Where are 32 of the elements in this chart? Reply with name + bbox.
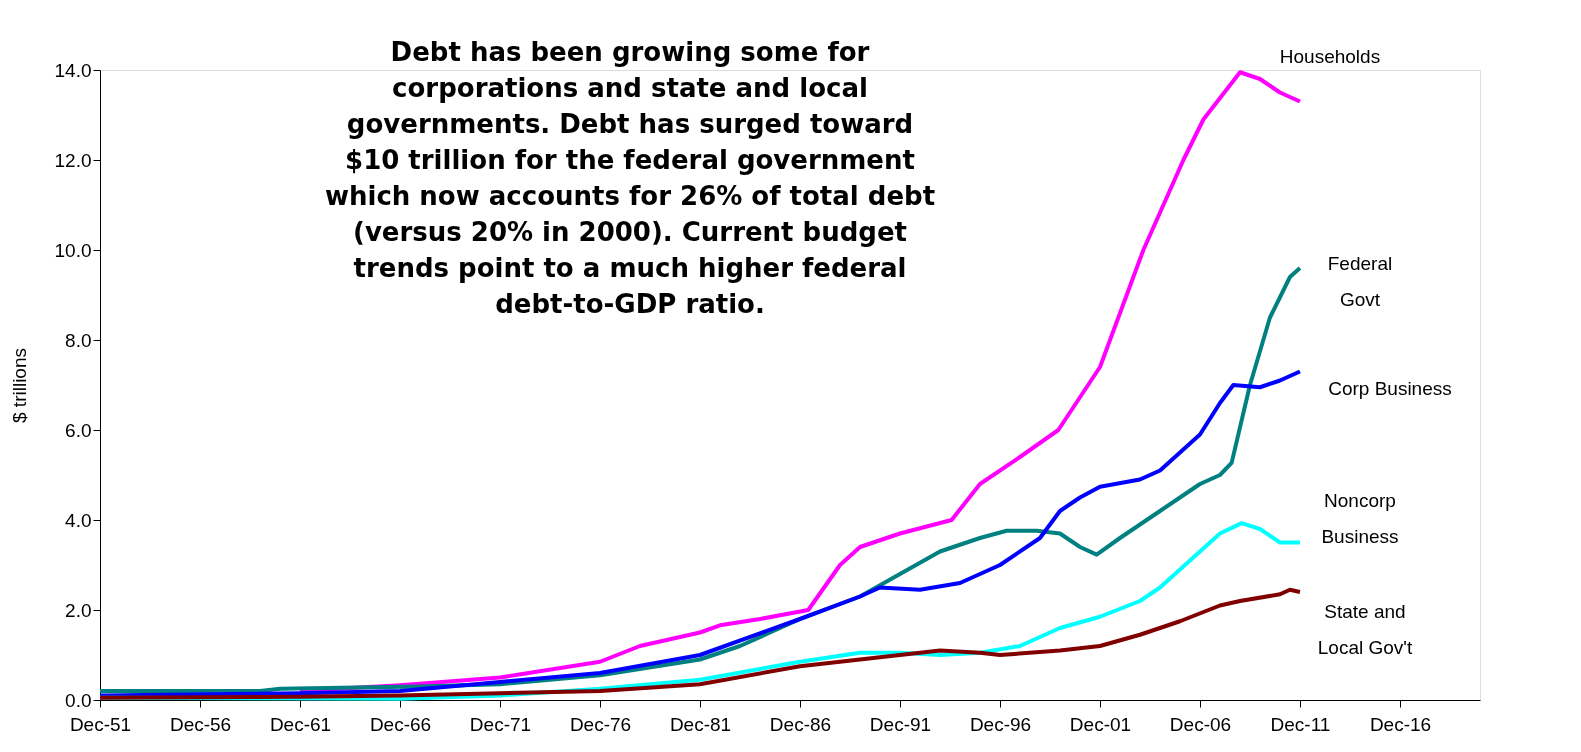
line-series [298,70,1302,693]
y-tick-label: 2.0 [65,599,92,621]
annotation: Debt has been growing some for corporations and state and local governments. Debt has surged toward $10 trillion for the federal government which now accounts for 26% of total debt (versus 20% in 2000). Current budget trends point to a much higher federal debt-to-GDP ratio. [324,37,936,319]
series-label: Noncorp Business [1321,489,1399,547]
x-tick-label: Dec-66 [369,713,432,735]
x-tick-label: Dec-11 [1270,713,1331,735]
x-tick-label: Dec-81 [669,713,732,735]
y-tick-label: 4.0 [65,509,92,531]
y-axis-title: $ trillions [8,348,30,423]
x-tick-label: Dec-16 [1369,713,1432,735]
x-tick-label: Dec-56 [169,713,232,735]
y-tick-label: 6.0 [65,419,92,441]
y-tick-label: 10.0 [54,239,92,261]
x-tick-label: Dec-61 [269,713,332,735]
y-tick-label: 14.0 [54,59,92,81]
line-series [98,587,1302,700]
y-tick-label: 12.0 [54,149,92,171]
x-tick-label: Dec-06 [1169,713,1232,735]
x-tick-label: Dec-86 [769,713,832,735]
y-tick-label: 0.0 [65,689,92,711]
line-series [98,369,1302,698]
x-tick-label: Dec-76 [569,713,632,735]
y-tick-label: 8.0 [65,329,92,351]
x-tick-label: Dec-01 [1069,713,1132,735]
series-label: Corp Business [1328,377,1452,399]
x-tick-label: Dec-71 [469,713,532,735]
x-tick-label: Dec-96 [969,713,1032,735]
x-tick-label: Dec-91 [869,713,932,735]
x-tick-label: Dec-51 [69,713,132,735]
series-label: Federal Govt [1327,253,1393,310]
series-label: State and Local Gov't [1317,601,1413,658]
series-label: Households [1279,45,1381,67]
